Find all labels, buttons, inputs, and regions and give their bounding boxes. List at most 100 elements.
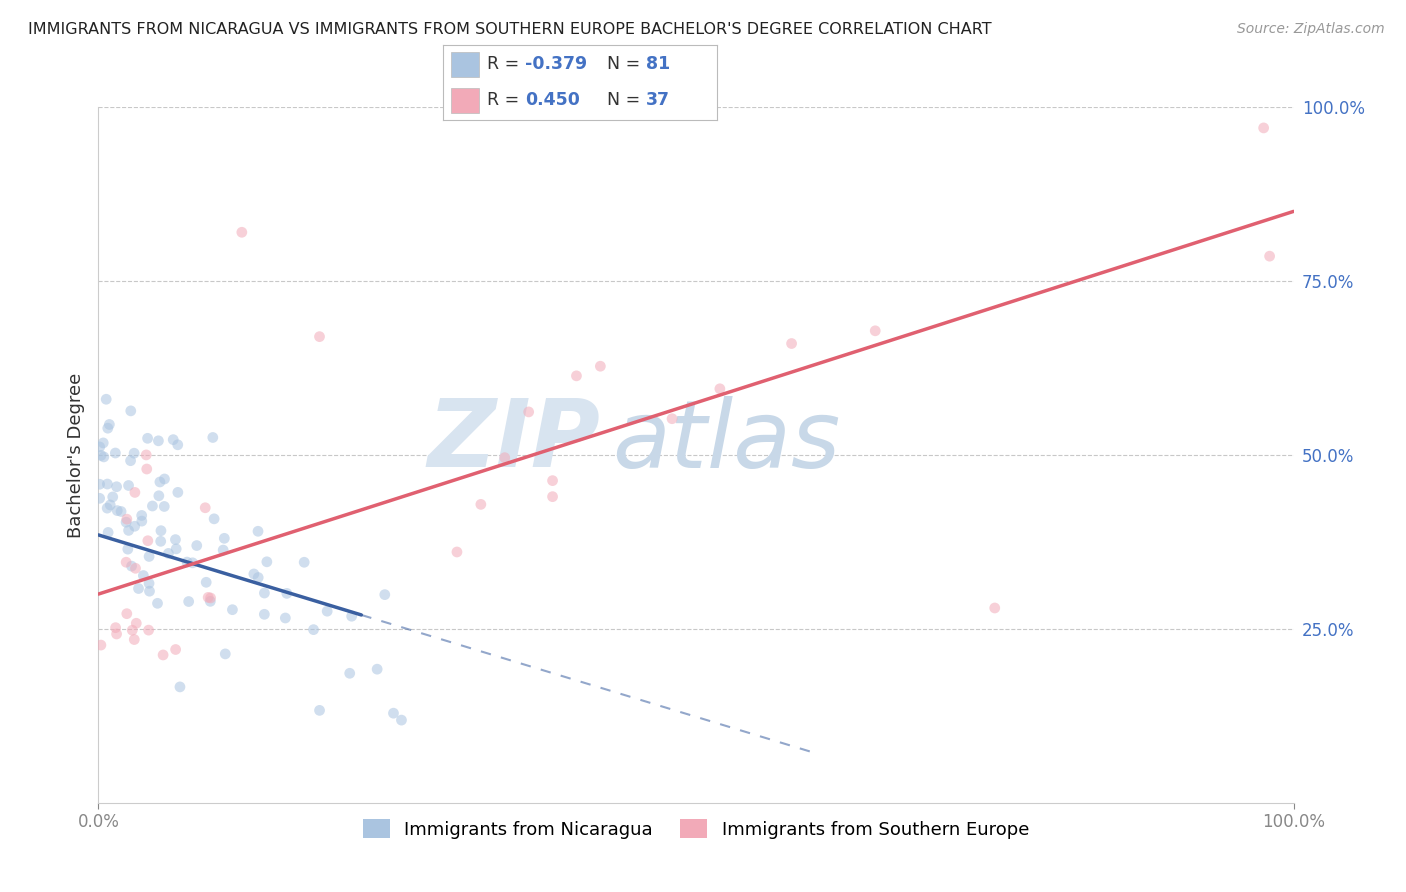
Point xyxy=(661,411,683,425)
Point xyxy=(90,638,112,652)
Point xyxy=(274,611,297,625)
FancyBboxPatch shape xyxy=(451,87,478,112)
Point xyxy=(89,477,111,491)
Point xyxy=(201,430,224,444)
Point xyxy=(89,440,111,454)
Text: R =: R = xyxy=(486,55,524,73)
Point xyxy=(197,591,219,605)
Point xyxy=(308,703,330,717)
Point xyxy=(256,555,278,569)
Point xyxy=(115,515,138,529)
Point xyxy=(202,512,225,526)
Text: IMMIGRANTS FROM NICARAGUA VS IMMIGRANTS FROM SOUTHERN EUROPE BACHELOR'S DEGREE C: IMMIGRANTS FROM NICARAGUA VS IMMIGRANTS … xyxy=(28,22,991,37)
Point xyxy=(200,591,222,605)
Point xyxy=(110,504,132,518)
Point xyxy=(105,627,128,641)
Point xyxy=(141,499,163,513)
Point xyxy=(124,519,146,533)
Point xyxy=(221,603,243,617)
Point xyxy=(865,324,887,338)
Point xyxy=(90,449,112,463)
Point xyxy=(446,545,468,559)
Text: -0.379: -0.379 xyxy=(526,55,588,73)
Point xyxy=(292,555,315,569)
Point xyxy=(382,706,405,721)
Point xyxy=(366,662,388,676)
Point xyxy=(339,666,361,681)
Point xyxy=(302,623,325,637)
FancyBboxPatch shape xyxy=(451,52,478,78)
Point xyxy=(117,524,139,538)
Point xyxy=(780,336,803,351)
Point xyxy=(517,405,540,419)
Point xyxy=(138,576,160,591)
Text: ZIP: ZIP xyxy=(427,395,600,487)
Point xyxy=(98,498,121,512)
Point xyxy=(138,623,160,637)
Text: atlas: atlas xyxy=(613,395,841,486)
Point xyxy=(98,417,121,432)
Point xyxy=(122,446,145,460)
Point xyxy=(308,329,330,343)
Point xyxy=(316,604,339,618)
Point xyxy=(148,434,170,448)
Point xyxy=(125,616,148,631)
Point xyxy=(96,392,118,407)
Point xyxy=(165,533,187,547)
Text: N =: N = xyxy=(607,91,647,110)
Text: 0.450: 0.450 xyxy=(526,91,581,110)
Point xyxy=(157,546,180,560)
Point xyxy=(104,621,127,635)
Point xyxy=(169,680,191,694)
Point xyxy=(105,480,128,494)
Point xyxy=(541,490,564,504)
Point xyxy=(186,539,208,553)
Point xyxy=(149,534,172,549)
Point xyxy=(166,438,188,452)
Text: Source: ZipAtlas.com: Source: ZipAtlas.com xyxy=(1237,22,1385,37)
Y-axis label: Bachelor's Degree: Bachelor's Degree xyxy=(66,372,84,538)
Point xyxy=(565,368,588,383)
Point xyxy=(138,549,160,564)
Point xyxy=(101,490,124,504)
Point xyxy=(136,533,159,548)
Point xyxy=(1253,120,1275,135)
Point xyxy=(93,450,115,464)
Point xyxy=(194,500,217,515)
Point xyxy=(541,474,564,488)
Point xyxy=(1258,249,1281,263)
Point xyxy=(253,607,276,622)
Point xyxy=(391,713,413,727)
Point xyxy=(136,431,159,445)
Point xyxy=(105,503,128,517)
Point xyxy=(589,359,612,374)
Point xyxy=(115,512,138,526)
Point xyxy=(181,556,204,570)
Point xyxy=(374,588,396,602)
Point xyxy=(132,568,155,582)
Point xyxy=(153,472,176,486)
Point xyxy=(152,648,174,662)
Point xyxy=(146,596,169,610)
Point xyxy=(153,500,176,514)
Point xyxy=(121,559,143,574)
Point xyxy=(121,624,143,638)
Point xyxy=(117,542,139,557)
Point xyxy=(124,485,146,500)
Point xyxy=(91,436,114,450)
Text: R =: R = xyxy=(486,91,524,110)
Point xyxy=(231,225,253,239)
Point xyxy=(115,607,138,621)
Legend: Immigrants from Nicaragua, Immigrants from Southern Europe: Immigrants from Nicaragua, Immigrants fr… xyxy=(356,812,1036,846)
Point xyxy=(247,570,270,584)
Point xyxy=(162,433,184,447)
Point xyxy=(148,489,170,503)
Point xyxy=(166,485,188,500)
Point xyxy=(149,524,172,538)
Point xyxy=(195,575,218,590)
Point xyxy=(135,448,157,462)
Point xyxy=(135,462,157,476)
Point xyxy=(214,647,236,661)
Point xyxy=(340,609,363,624)
Point xyxy=(120,453,142,467)
